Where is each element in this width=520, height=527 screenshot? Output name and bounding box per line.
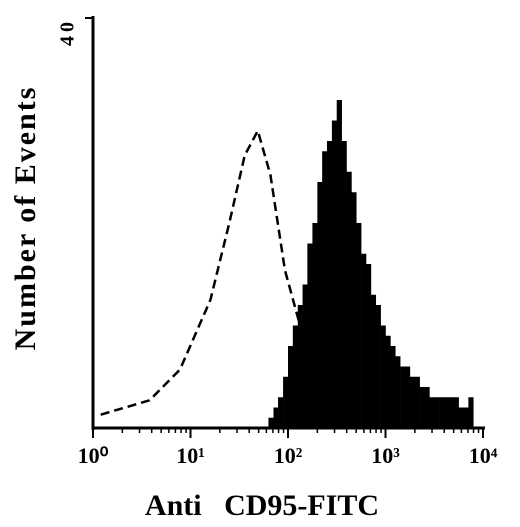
- y-tick-label: 40: [57, 18, 79, 46]
- histogram-bar: [463, 407, 469, 428]
- histogram-bar: [292, 325, 299, 428]
- histogram-bar: [375, 305, 381, 428]
- histogram-bar: [278, 397, 284, 428]
- histogram-bar: [297, 305, 303, 428]
- histogram-bar: [390, 346, 396, 428]
- y-axis-label: Number of Events: [9, 86, 42, 351]
- histogram-bar: [351, 192, 357, 428]
- histogram-bar: [409, 376, 416, 428]
- control-curve: [100, 127, 302, 416]
- x-tick-label: 10²: [274, 443, 303, 468]
- histogram-bar: [341, 141, 347, 428]
- x-tick-label: 10³: [371, 443, 400, 468]
- x-tick-label: 10⁰: [78, 443, 109, 468]
- histogram-bar: [288, 346, 294, 428]
- histogram-bar: [336, 100, 342, 428]
- histogram-bar: [424, 387, 430, 428]
- histogram-bar: [283, 376, 289, 428]
- histogram-bar: [434, 397, 440, 428]
- histogram-bar: [458, 407, 464, 428]
- histogram-bar: [405, 366, 411, 428]
- histogram-bar: [302, 284, 308, 428]
- histogram-bar: [439, 397, 445, 428]
- histogram-bar: [322, 151, 328, 428]
- histogram-bar: [448, 397, 455, 428]
- histogram-bar: [307, 243, 313, 428]
- histogram-bar: [356, 223, 362, 428]
- histogram-bar: [400, 366, 406, 428]
- histogram-bar: [326, 141, 333, 428]
- x-tick-label: 10¹: [176, 443, 205, 468]
- histogram-bar: [312, 223, 318, 428]
- histogram-bar: [443, 397, 450, 428]
- histogram-bar: [366, 264, 372, 428]
- histogram-bar: [361, 253, 367, 428]
- histogram-bar: [370, 294, 377, 428]
- histogram-bar: [419, 387, 425, 428]
- x-axis-label: Anti CD95-FITC: [145, 489, 379, 522]
- histogram-bar: [273, 407, 279, 428]
- histogram-bar: [385, 335, 391, 428]
- histogram-bar: [346, 171, 352, 428]
- histogram-bar: [317, 182, 323, 428]
- histogram-bar: [395, 356, 401, 428]
- x-tick-label: 10⁴: [469, 443, 498, 468]
- histogram-bar: [331, 120, 338, 428]
- histogram-bar: [468, 397, 474, 428]
- histogram-bar: [380, 325, 386, 428]
- histogram-bar: [268, 417, 274, 428]
- histogram-bar: [414, 376, 420, 428]
- histogram-bar: [453, 397, 459, 428]
- histogram-bar: [429, 397, 435, 428]
